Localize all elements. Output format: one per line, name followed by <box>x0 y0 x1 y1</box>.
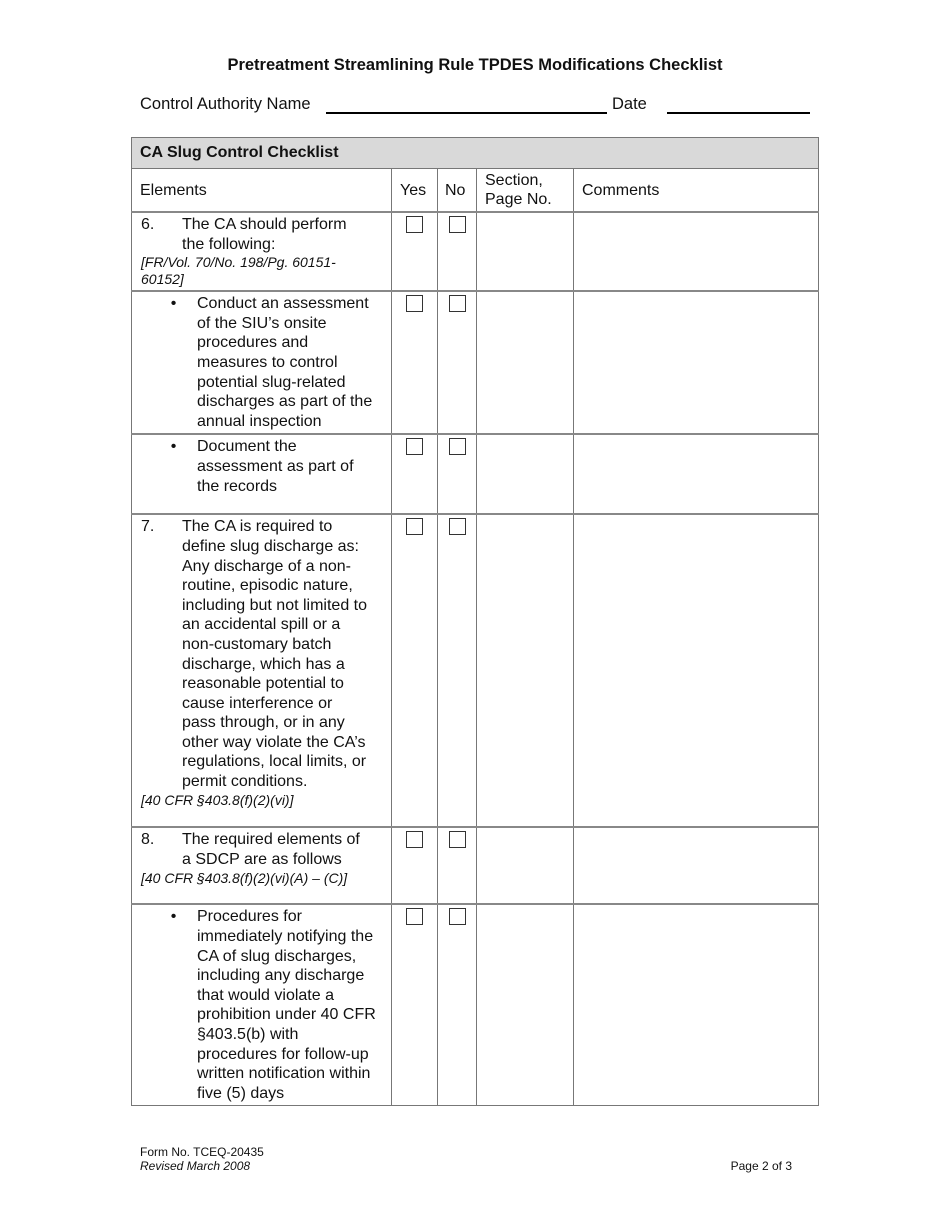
no-checkbox[interactable] <box>448 518 466 536</box>
table-row: • Procedures for immediately notifying t… <box>131 903 819 1107</box>
comments-field[interactable] <box>573 826 819 905</box>
control-authority-label: Control Authority Name <box>140 95 311 113</box>
column-header-comments: Comments <box>573 168 819 213</box>
comments-field[interactable] <box>573 290 819 435</box>
page-number: Page 2 of 3 <box>730 1159 792 1173</box>
page-title: Pretreatment Streamlining Rule TPDES Mod… <box>227 56 723 74</box>
control-authority-name-field[interactable] <box>326 96 607 114</box>
item-number: 8. <box>141 831 155 849</box>
element-cell: 6. The CA should perform the following: … <box>131 210 392 292</box>
no-cell <box>437 903 477 1107</box>
section-page-field[interactable] <box>476 290 574 435</box>
yes-checkbox[interactable] <box>406 908 423 926</box>
bullet: • <box>170 438 177 456</box>
yes-cell <box>391 210 438 292</box>
table-row: • Document the assessment as part of the… <box>131 433 819 515</box>
table-row: • Conduct an assessment of the SIU’s ons… <box>131 290 819 435</box>
yes-checkbox[interactable] <box>406 216 423 233</box>
comments-field[interactable] <box>573 433 819 515</box>
citation: [FR/Vol. 70/No. 198/Pg. 60151- 60152] <box>141 254 336 288</box>
bullet: • <box>170 295 177 313</box>
element-cell: 7. The CA is required to define slug dis… <box>131 513 392 828</box>
yes-cell <box>391 433 438 515</box>
no-checkbox[interactable] <box>448 438 466 456</box>
yes-checkbox[interactable] <box>406 831 423 849</box>
comments-field[interactable] <box>573 903 819 1107</box>
yes-checkbox[interactable] <box>406 518 423 536</box>
section-page-field[interactable] <box>476 513 574 828</box>
column-header-section: Section, Page No. <box>476 168 574 213</box>
element-cell: • Procedures for immediately notifying t… <box>131 903 392 1107</box>
element-text: The CA should perform the following: <box>182 216 347 253</box>
table-row: 6. The CA should perform the following: … <box>131 210 819 292</box>
item-number: 6. <box>141 216 155 233</box>
citation: [40 CFR §403.8(f)(2)(vi)(A) – (C)] <box>141 869 348 886</box>
comments-field[interactable] <box>573 513 819 828</box>
yes-checkbox[interactable] <box>406 295 423 313</box>
yes-cell <box>391 903 438 1107</box>
no-cell <box>437 513 477 828</box>
table-row: 7. The CA is required to define slug dis… <box>131 513 819 828</box>
date-field[interactable] <box>667 96 810 114</box>
table-caption: CA Slug Control Checklist <box>131 137 819 169</box>
section-page-field[interactable] <box>476 903 574 1107</box>
no-checkbox[interactable] <box>448 216 466 233</box>
no-cell <box>437 433 477 515</box>
citation: [40 CFR §403.8(f)(2)(vi)] <box>141 791 294 808</box>
no-cell <box>437 826 477 905</box>
no-checkbox[interactable] <box>448 831 466 849</box>
bullet: • <box>170 908 177 926</box>
section-page-field[interactable] <box>476 826 574 905</box>
date-label: Date <box>612 95 647 113</box>
no-checkbox[interactable] <box>448 295 466 313</box>
no-checkbox[interactable] <box>448 908 466 926</box>
yes-checkbox[interactable] <box>406 438 423 456</box>
section-page-field[interactable] <box>476 433 574 515</box>
section-page-field[interactable] <box>476 210 574 292</box>
no-cell <box>437 210 477 292</box>
column-header-elements: Elements <box>131 168 392 213</box>
revised-date: Revised March 2008 <box>140 1159 251 1173</box>
comments-field[interactable] <box>573 210 819 292</box>
form-number: Form No. TCEQ-20435 <box>140 1145 264 1159</box>
column-header-yes: Yes <box>391 168 438 213</box>
column-header-no: No <box>437 168 477 213</box>
element-text: The CA is required to define slug discha… <box>182 518 367 791</box>
yes-cell <box>391 290 438 435</box>
element-text: Document the assessment as part of the r… <box>197 438 354 495</box>
element-cell: 8. The required elements of a SDCP are a… <box>131 826 392 905</box>
table-row: 8. The required elements of a SDCP are a… <box>131 826 819 905</box>
checklist-table: CA Slug Control Checklist Elements Yes N… <box>131 137 819 1107</box>
element-text: Conduct an assessment of the SIU’s onsit… <box>197 295 373 430</box>
element-text: Procedures for immediately notifying the… <box>197 908 376 1102</box>
yes-cell <box>391 826 438 905</box>
element-cell: • Document the assessment as part of the… <box>131 433 392 515</box>
element-cell: • Conduct an assessment of the SIU’s ons… <box>131 290 392 435</box>
yes-cell <box>391 513 438 828</box>
element-text: The required elements of a SDCP are as f… <box>182 831 360 868</box>
no-cell <box>437 290 477 435</box>
item-number: 7. <box>141 518 155 536</box>
